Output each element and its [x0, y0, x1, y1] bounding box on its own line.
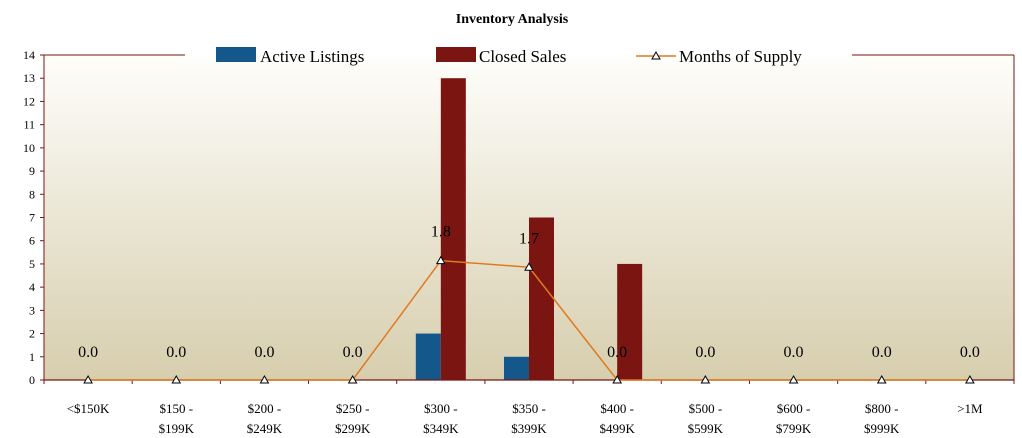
- legend-label-months-of-supply: Months of Supply: [679, 47, 802, 66]
- data-label: 0.0: [695, 344, 715, 361]
- line-marker: [347, 374, 358, 384]
- x-tick-label: $150 -: [159, 401, 193, 416]
- bar-active-listings: [504, 356, 529, 380]
- y-tick-label: 12: [23, 94, 35, 108]
- legend-swatch-active-listings: [216, 47, 256, 62]
- x-tick-label: $599K: [688, 421, 724, 436]
- data-label: 1.8: [431, 224, 451, 241]
- y-tick-label: 14: [23, 48, 35, 62]
- x-tick-label: $200 -: [248, 401, 282, 416]
- x-tick-label: $999K: [864, 421, 900, 436]
- y-tick-label: 3: [29, 303, 35, 317]
- x-tick-label: $349K: [423, 421, 459, 436]
- x-tick-label: $499K: [599, 421, 635, 436]
- line-marker: [788, 374, 799, 384]
- y-tick-label: 9: [29, 164, 35, 178]
- y-tick-label: 4: [29, 280, 35, 294]
- x-tick-label: $800 -: [865, 401, 899, 416]
- line-marker: [876, 374, 887, 384]
- data-label: 0.0: [78, 344, 98, 361]
- bar-closed-sales: [440, 78, 466, 380]
- data-label: 0.0: [166, 344, 186, 361]
- y-tick-label: 13: [23, 71, 35, 85]
- legend-label-active-listings: Active Listings: [260, 47, 364, 66]
- data-label: 0.0: [254, 344, 274, 361]
- x-tick-label: $249K: [247, 421, 283, 436]
- line-marker: [83, 374, 93, 384]
- bar-closed-sales: [617, 263, 643, 380]
- y-tick-label: 6: [29, 234, 35, 248]
- x-tick-label: $199K: [159, 421, 195, 436]
- chart-title: Inventory Analysis: [456, 12, 569, 27]
- x-tick-label: $600 -: [777, 401, 811, 416]
- x-tick-label: $400 -: [600, 401, 634, 416]
- x-tick-label: $799K: [776, 421, 812, 436]
- line-marker: [435, 255, 446, 265]
- y-tick-label: 1: [29, 350, 35, 364]
- data-label: 0.0: [960, 344, 980, 361]
- bar-active-listings: [415, 333, 441, 380]
- data-label: 0.0: [872, 344, 892, 361]
- x-tick-label: $350 -: [512, 401, 546, 416]
- y-tick-label: 11: [23, 118, 35, 132]
- legend-marker: [651, 50, 661, 60]
- y-tick-label: 10: [23, 141, 35, 155]
- line-marker: [700, 374, 711, 384]
- line-marker: [524, 262, 534, 271]
- data-label: 0.0: [607, 344, 627, 361]
- x-tick-label: $300 -: [424, 401, 458, 416]
- bar-closed-sales: [529, 217, 554, 380]
- data-label: 0.0: [784, 344, 804, 361]
- line-marker: [965, 374, 975, 384]
- y-tick-label: 0: [29, 373, 35, 387]
- legend-swatch-closed-sales: [436, 47, 476, 62]
- legend-label-closed-sales: Closed Sales: [479, 47, 566, 66]
- x-tick-label: >1M: [957, 401, 983, 416]
- y-tick-label: 8: [29, 187, 35, 201]
- line-marker: [171, 374, 182, 384]
- line-marker: [259, 374, 270, 384]
- y-tick-label: 5: [29, 257, 35, 271]
- x-tick-label: <$150K: [67, 401, 110, 416]
- x-tick-label: $299K: [335, 421, 371, 436]
- data-label: 0.0: [343, 344, 363, 361]
- x-tick-label: $500 -: [689, 401, 723, 416]
- y-tick-label: 7: [29, 211, 35, 225]
- line-marker: [612, 374, 623, 384]
- y-tick-label: 2: [29, 327, 35, 341]
- x-tick-label: $399K: [511, 421, 547, 436]
- x-tick-label: $250 -: [336, 401, 370, 416]
- data-label: 1.7: [519, 230, 539, 247]
